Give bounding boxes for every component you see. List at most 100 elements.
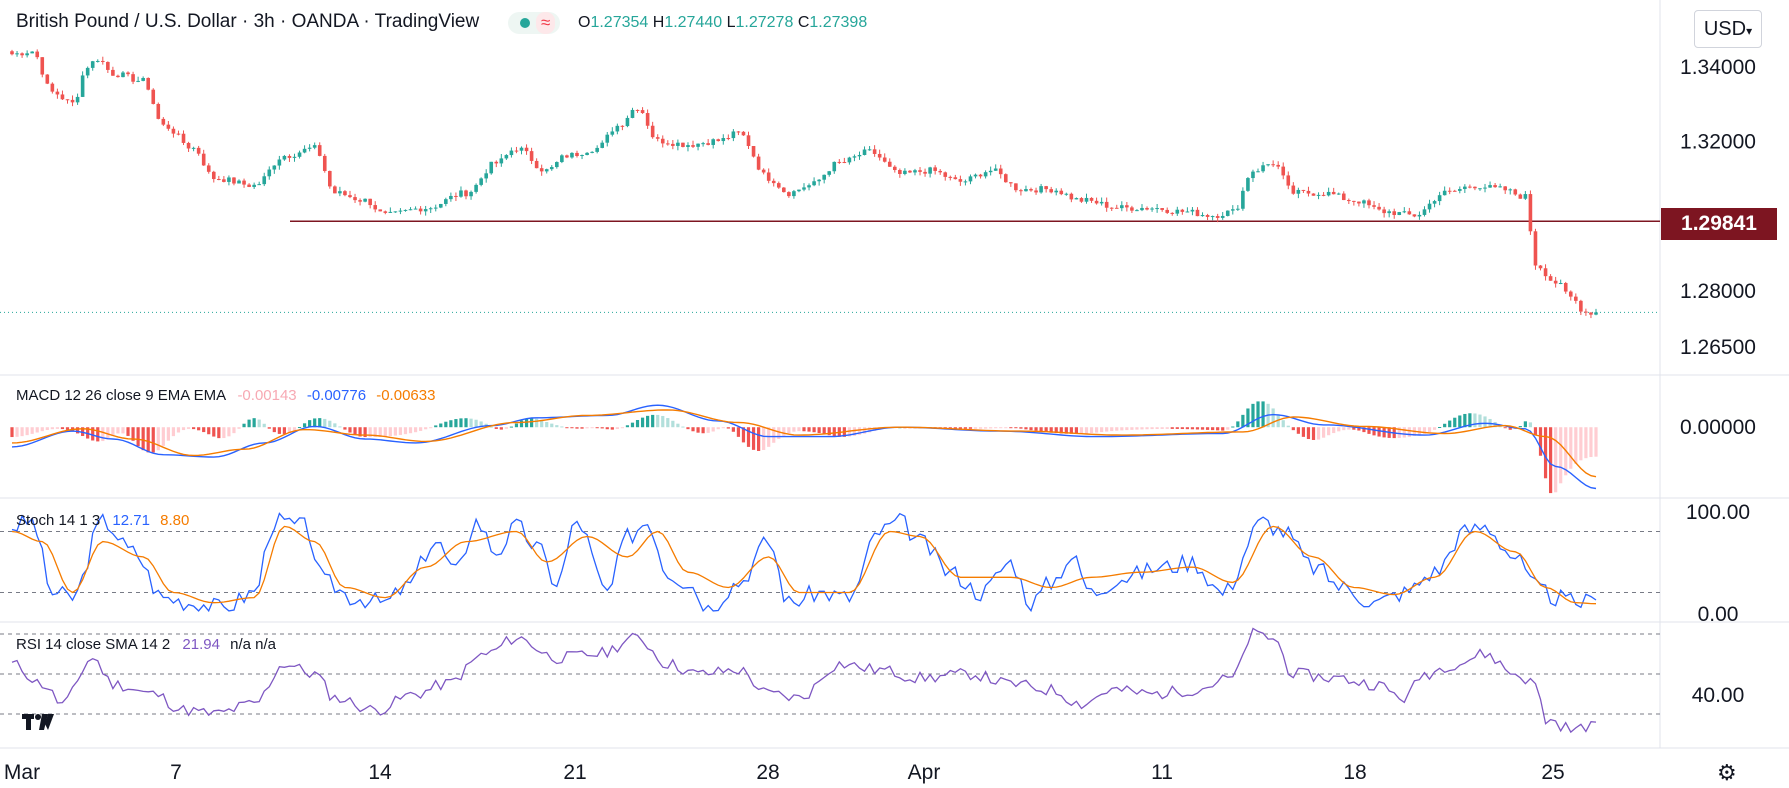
- candle[interactable]: [479, 177, 483, 187]
- candle[interactable]: [1034, 187, 1038, 195]
- candle[interactable]: [35, 49, 40, 60]
- candle[interactable]: [206, 163, 211, 174]
- candle[interactable]: [95, 59, 100, 63]
- candle[interactable]: [191, 146, 196, 152]
- candle[interactable]: [1120, 201, 1124, 212]
- candle[interactable]: [1210, 215, 1215, 221]
- candle[interactable]: [287, 154, 292, 162]
- candle[interactable]: [771, 178, 776, 187]
- candle[interactable]: [1432, 199, 1437, 208]
- candle[interactable]: [650, 121, 655, 139]
- candle[interactable]: [1463, 184, 1467, 194]
- candle[interactable]: [1548, 274, 1553, 281]
- candle[interactable]: [1563, 281, 1568, 294]
- candle[interactable]: [156, 102, 161, 120]
- candle[interactable]: [30, 51, 34, 54]
- candle[interactable]: [1190, 207, 1195, 216]
- candle[interactable]: [1099, 197, 1104, 206]
- candle[interactable]: [277, 155, 282, 170]
- candle[interactable]: [1382, 206, 1386, 218]
- candle[interactable]: [1321, 192, 1326, 197]
- candle[interactable]: [893, 165, 897, 173]
- candle[interactable]: [1468, 184, 1472, 189]
- candle[interactable]: [454, 192, 458, 202]
- candle[interactable]: [585, 152, 589, 156]
- candle[interactable]: [1246, 177, 1250, 192]
- candle[interactable]: [761, 168, 766, 175]
- candle[interactable]: [1185, 207, 1190, 213]
- candle[interactable]: [1150, 207, 1154, 212]
- candle[interactable]: [1286, 171, 1291, 190]
- candle[interactable]: [504, 154, 509, 160]
- candle[interactable]: [85, 66, 90, 79]
- candle[interactable]: [872, 145, 877, 157]
- candle[interactable]: [1200, 212, 1205, 217]
- candle[interactable]: [106, 61, 110, 73]
- candle[interactable]: [1508, 188, 1513, 195]
- candle[interactable]: [509, 147, 514, 158]
- candle[interactable]: [1473, 186, 1477, 191]
- candle[interactable]: [90, 60, 95, 71]
- candle[interactable]: [665, 140, 670, 146]
- candle[interactable]: [1145, 206, 1149, 211]
- candle[interactable]: [751, 145, 756, 158]
- candle[interactable]: [988, 166, 993, 176]
- candle[interactable]: [181, 130, 186, 146]
- candle[interactable]: [60, 90, 65, 101]
- candle[interactable]: [1175, 206, 1180, 216]
- candle[interactable]: [1442, 186, 1447, 196]
- candle[interactable]: [1503, 186, 1507, 194]
- candle[interactable]: [736, 131, 741, 136]
- candle[interactable]: [438, 203, 443, 209]
- candle[interactable]: [1579, 299, 1583, 316]
- candle[interactable]: [630, 107, 635, 119]
- candle[interactable]: [645, 109, 650, 129]
- candle[interactable]: [65, 99, 70, 104]
- candle[interactable]: [1483, 183, 1487, 193]
- candle[interactable]: [136, 76, 140, 83]
- candle[interactable]: [1331, 187, 1336, 195]
- candle[interactable]: [1402, 207, 1407, 214]
- candle[interactable]: [489, 161, 494, 175]
- candle[interactable]: [1044, 185, 1048, 193]
- candle[interactable]: [186, 141, 191, 152]
- candle[interactable]: [560, 154, 564, 164]
- candle[interactable]: [1538, 265, 1543, 271]
- candle[interactable]: [1125, 201, 1129, 212]
- candle[interactable]: [1574, 293, 1578, 304]
- candle[interactable]: [1256, 168, 1260, 173]
- candle[interactable]: [1271, 160, 1275, 168]
- candle[interactable]: [655, 134, 660, 142]
- candle[interactable]: [721, 134, 726, 145]
- candle[interactable]: [923, 168, 927, 177]
- candle[interactable]: [877, 149, 882, 161]
- candle[interactable]: [1387, 209, 1391, 218]
- candle[interactable]: [908, 170, 912, 174]
- candle[interactable]: [857, 151, 862, 160]
- candle[interactable]: [111, 66, 115, 76]
- candle[interactable]: [544, 168, 549, 174]
- candle[interactable]: [827, 170, 832, 177]
- rsi-line[interactable]: [11, 627, 1597, 734]
- candle[interactable]: [151, 88, 156, 105]
- candle[interactable]: [600, 140, 605, 149]
- candle[interactable]: [792, 189, 796, 199]
- candle[interactable]: [1316, 192, 1321, 200]
- candle[interactable]: [227, 175, 231, 186]
- candle[interactable]: [1003, 173, 1008, 183]
- candle[interactable]: [15, 50, 19, 57]
- candle[interactable]: [247, 183, 251, 188]
- candle[interactable]: [383, 210, 388, 215]
- candle[interactable]: [862, 146, 867, 156]
- candle[interactable]: [539, 164, 544, 176]
- candle[interactable]: [262, 172, 267, 187]
- candle[interactable]: [1135, 209, 1139, 212]
- candle[interactable]: [1195, 207, 1200, 217]
- candle[interactable]: [75, 93, 80, 105]
- candle[interactable]: [1488, 181, 1492, 188]
- candle[interactable]: [867, 146, 872, 151]
- candle[interactable]: [1357, 201, 1361, 207]
- candle[interactable]: [1160, 208, 1164, 212]
- candle[interactable]: [433, 204, 438, 212]
- candle[interactable]: [1089, 197, 1094, 203]
